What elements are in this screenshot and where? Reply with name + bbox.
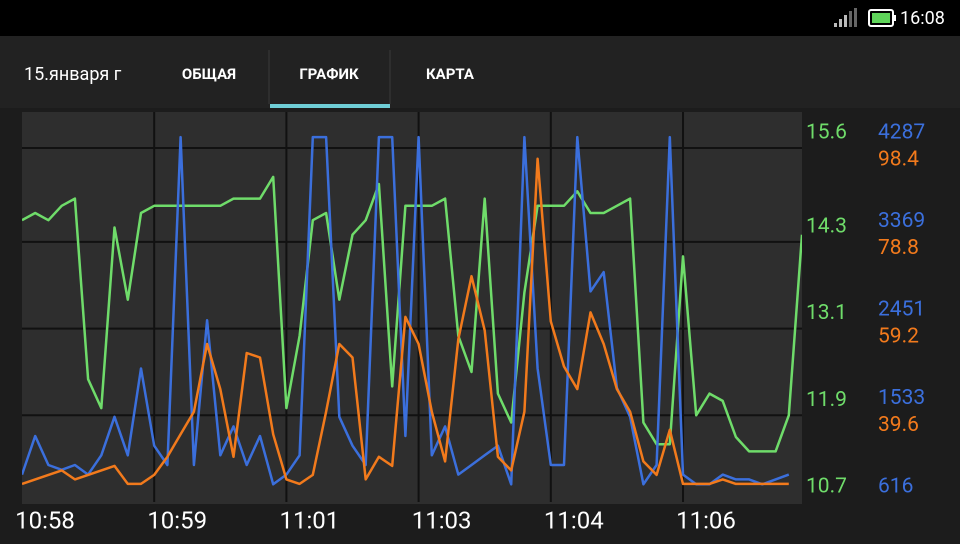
y-tick-label: 4287 <box>878 121 925 145</box>
app-bar <box>0 36 960 108</box>
y-tick-label: 3369 <box>878 209 925 233</box>
battery-icon <box>868 9 896 27</box>
x-tick-label: 10:59 <box>147 506 207 534</box>
signal-icon <box>834 8 857 27</box>
y-tick-label: 13.1 <box>806 301 847 325</box>
x-tick-label: 10:58 <box>15 506 75 534</box>
y-tick-label: 78.8 <box>878 236 919 260</box>
y-tick-label: 14.3 <box>806 214 847 238</box>
x-tick-label: 11:01 <box>280 506 340 534</box>
y-tick-label: 11.9 <box>806 388 847 412</box>
x-tick-label: 11:03 <box>412 506 472 534</box>
tab[interactable]: ОБЩАЯ <box>182 65 236 83</box>
series-line <box>22 175 802 453</box>
status-time: 16:08 <box>900 8 945 29</box>
y-tick-label: 1533 <box>878 386 925 410</box>
y-tick-label: 39.6 <box>878 413 919 437</box>
tab-indicator <box>270 104 390 108</box>
y-tick-label: 59.2 <box>878 325 919 349</box>
series-line <box>22 157 789 486</box>
y-tick-label: 10.7 <box>806 475 847 499</box>
x-tick-label: 11:04 <box>544 506 604 534</box>
tab[interactable]: ГРАФИК <box>299 65 359 83</box>
y-tick-label: 98.4 <box>878 148 919 172</box>
y-tick-label: 616 <box>878 475 913 499</box>
series-line <box>22 135 790 486</box>
y-tick-label: 15.6 <box>806 121 847 145</box>
date-label: 15.января г <box>24 64 122 85</box>
status-bar <box>0 0 960 36</box>
y-tick-label: 2451 <box>878 298 925 322</box>
x-tick-label: 11:06 <box>676 506 736 534</box>
tab[interactable]: КАРТА <box>426 65 475 83</box>
